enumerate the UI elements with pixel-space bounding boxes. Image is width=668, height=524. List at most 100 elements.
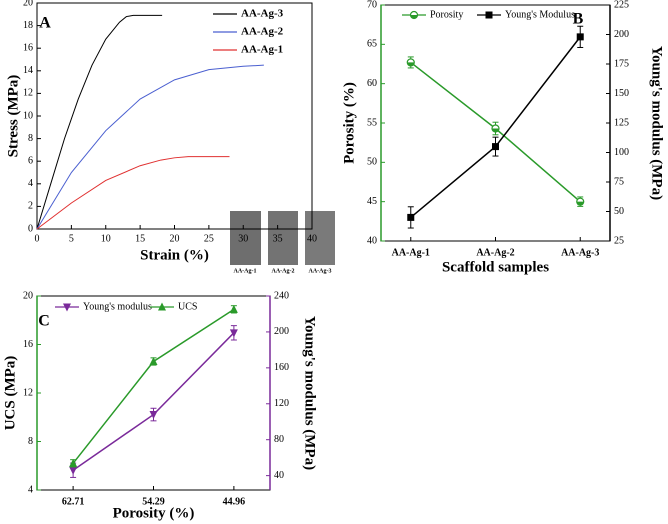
- inset-photo: [305, 211, 335, 265]
- y-tick-label: 40: [367, 235, 377, 246]
- y2-axis-title: Young's modulus (MPa): [302, 316, 318, 470]
- y2-tick-label: 240: [274, 290, 289, 301]
- y-tick-label: 14: [23, 65, 33, 76]
- x-tick-label: AA-Ag-2: [476, 247, 514, 258]
- y-tick-label: 8: [28, 436, 33, 447]
- y-tick-label: 70: [367, 0, 377, 10]
- y-tick-label: 20: [23, 290, 33, 301]
- marker: [576, 201, 584, 206]
- y2-tick-label: 50: [614, 206, 624, 217]
- y2-tick-label: 80: [274, 434, 284, 445]
- marker: [229, 304, 238, 313]
- y-tick-label: 60: [367, 78, 377, 89]
- marker: [149, 356, 158, 365]
- x-axis-title: Strain (%): [140, 247, 209, 263]
- inset-photo: [268, 211, 298, 265]
- y-tick-label: 12: [23, 387, 33, 398]
- series-line: [72, 332, 235, 471]
- marker: [158, 302, 166, 311]
- series-line: [36, 64, 264, 230]
- y2-tick-label: 120: [274, 398, 289, 409]
- y-tick-label: 2: [28, 201, 33, 212]
- y-tick-label: 12: [23, 88, 33, 99]
- x-tick-label: 25: [204, 233, 214, 244]
- marker: [492, 128, 499, 133]
- series-line: [36, 14, 163, 230]
- x-tick-label: AA-Ag-3: [561, 247, 599, 258]
- x-tick-label: 15: [135, 233, 145, 244]
- x-axis-title: Porosity (%): [113, 505, 195, 521]
- y-tick-label: 65: [367, 39, 377, 50]
- marker: [63, 303, 71, 312]
- y2-tick-label: 150: [614, 88, 629, 99]
- y-tick-label: 0: [28, 223, 33, 234]
- marker: [229, 329, 238, 338]
- chart-label: C: [38, 313, 50, 330]
- chart-label: B: [573, 11, 584, 28]
- marker: [410, 15, 418, 19]
- y-tick-label: 55: [367, 117, 377, 128]
- y-tick-label: 8: [28, 133, 33, 144]
- y2-tick-label: 200: [614, 29, 629, 40]
- y-tick-label: 16: [23, 339, 33, 350]
- y-tick-label: 20: [23, 0, 33, 8]
- y2-tick-label: 40: [274, 470, 284, 481]
- y2-tick-label: 225: [614, 0, 629, 10]
- y-tick-label: 16: [23, 42, 33, 53]
- x-tick-label: 5: [69, 233, 74, 244]
- plot-frame: [36, 295, 271, 491]
- legend-label: Young's Modulus: [505, 9, 575, 20]
- y-tick-label: 45: [367, 196, 377, 207]
- y2-tick-label: 125: [614, 117, 629, 128]
- y-axis-title: Stress (MPa): [5, 75, 21, 158]
- y-tick-label: 4: [28, 484, 33, 495]
- marker: [149, 411, 158, 420]
- inset-label: AA-Ag-1: [234, 268, 257, 274]
- y-tick-label: 18: [23, 20, 33, 31]
- marker: [69, 466, 78, 475]
- legend-label: AA-Ag-2: [241, 26, 284, 38]
- x-tick-label: 30: [238, 233, 248, 244]
- y2-tick-label: 100: [614, 147, 629, 158]
- y2-tick-label: 175: [614, 58, 629, 69]
- x-tick-label: 40: [307, 233, 317, 244]
- series-line: [36, 156, 230, 230]
- y2-tick-label: 200: [274, 326, 289, 337]
- x-tick-label: 20: [170, 233, 180, 244]
- y2-tick-label: 160: [274, 362, 289, 373]
- inset-photo: [230, 211, 261, 265]
- y2-axis-title: Young's modulus (MPa): [649, 46, 665, 200]
- marker: [485, 11, 493, 19]
- marker: [69, 458, 78, 467]
- y-tick-label: 10: [23, 110, 33, 121]
- legend-label: Porosity: [430, 9, 463, 20]
- marker: [407, 62, 415, 66]
- x-tick-label: 0: [35, 233, 40, 244]
- marker: [407, 213, 415, 221]
- y-tick-label: 4: [28, 178, 33, 189]
- y-tick-label: 6: [28, 155, 33, 166]
- y-tick-label: 50: [367, 157, 377, 168]
- x-tick-label: 62.71: [62, 496, 85, 507]
- chart-label: A: [39, 15, 51, 32]
- inset-label: AA-Ag-2: [272, 268, 295, 274]
- legend-label: Young's modulus: [83, 301, 152, 312]
- x-tick-label: 54.29: [142, 496, 165, 507]
- series-line: [72, 308, 235, 464]
- inset-label: AA-Ag-3: [309, 268, 332, 274]
- y-axis-title: UCS (MPa): [2, 356, 18, 431]
- x-axis-title: Scaffold samples: [442, 259, 549, 275]
- legend-label: AA-Ag-3: [241, 8, 284, 20]
- x-tick-label: 44.96: [223, 496, 246, 507]
- y-axis-title: Porosity (%): [341, 82, 357, 164]
- x-tick-label: 35: [273, 233, 283, 244]
- legend-label: AA-Ag-1: [241, 44, 283, 56]
- y2-tick-label: 25: [614, 235, 624, 246]
- x-tick-label: AA-Ag-1: [392, 247, 430, 258]
- y2-tick-label: 75: [614, 176, 624, 187]
- marker: [492, 143, 499, 151]
- marker: [576, 33, 584, 41]
- x-tick-label: 10: [101, 233, 111, 244]
- legend-label: UCS: [178, 301, 197, 312]
